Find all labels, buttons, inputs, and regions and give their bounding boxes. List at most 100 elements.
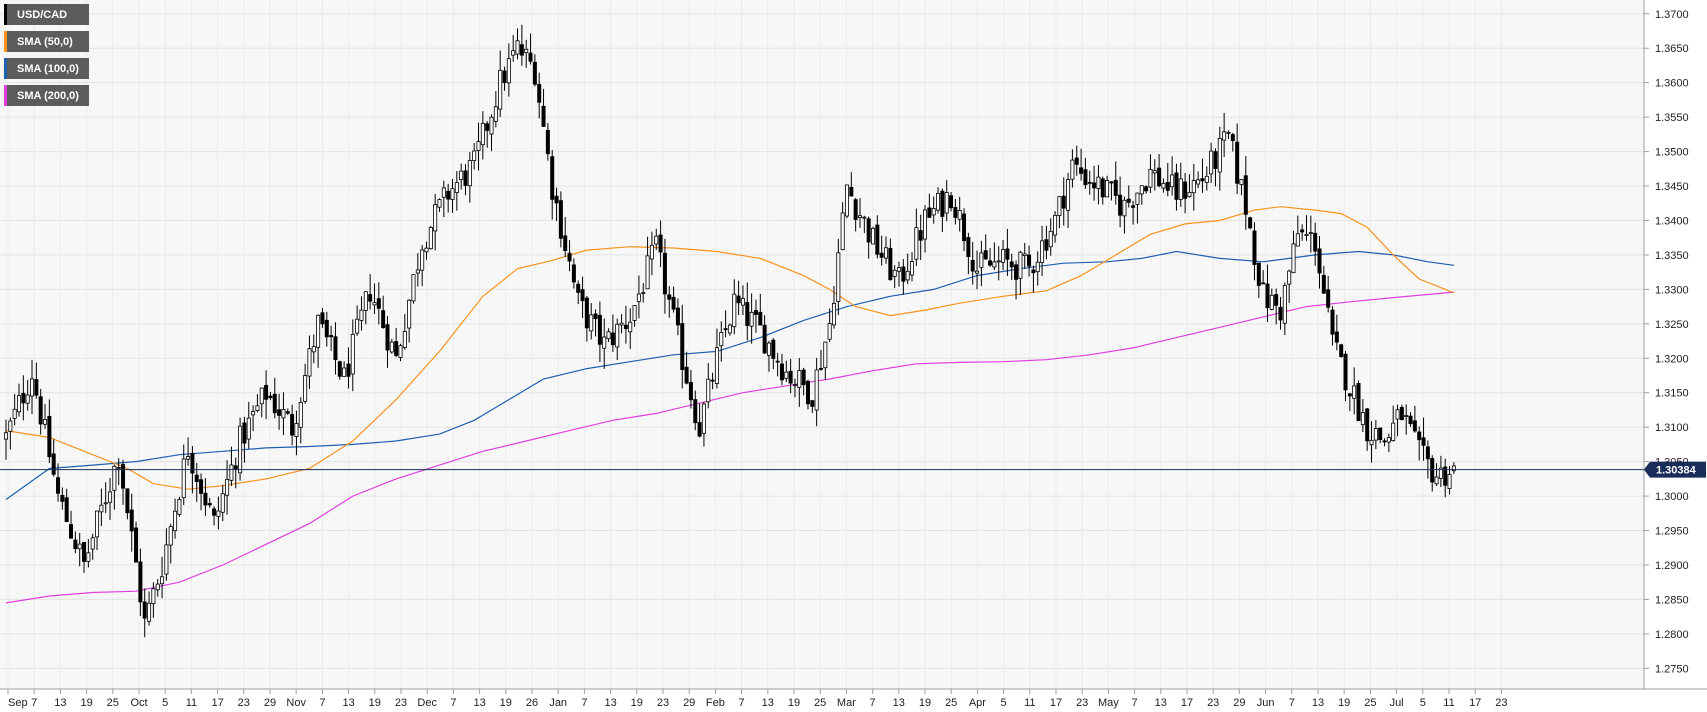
- candle-body: [532, 61, 537, 85]
- candle-body: [1157, 167, 1162, 187]
- candle-body: [238, 425, 243, 474]
- x-tick-label: 7: [319, 697, 325, 709]
- candle-body: [225, 479, 230, 496]
- candle-body: [897, 267, 902, 272]
- current-price-marker: 1.30384: [1644, 461, 1706, 478]
- candle-body: [871, 227, 876, 245]
- candle-body: [675, 307, 680, 326]
- candle-body: [1308, 232, 1313, 234]
- candle-body: [667, 294, 672, 300]
- x-tick-label: 23: [1076, 697, 1088, 709]
- candle-body: [394, 341, 399, 356]
- candle-body: [983, 250, 988, 260]
- candle-body: [411, 274, 416, 302]
- candle-body: [1243, 175, 1248, 215]
- candle-body: [363, 291, 368, 311]
- candle-body: [259, 387, 264, 405]
- candle-body: [866, 218, 871, 243]
- candle-body: [56, 477, 61, 494]
- y-tick-label: 1.3000: [1655, 491, 1689, 503]
- candle-body: [64, 497, 69, 522]
- candle-body: [554, 195, 559, 204]
- candle-body: [1222, 131, 1227, 141]
- candle-body: [1352, 385, 1357, 399]
- candle-body: [1373, 428, 1378, 441]
- x-tick-label: 23: [657, 697, 669, 709]
- candle-body: [251, 411, 256, 416]
- x-tick-label: 7: [739, 697, 745, 709]
- sma100-series: [5, 250, 1454, 500]
- candle-body: [77, 543, 82, 550]
- candle-body: [398, 345, 403, 358]
- x-tick-label: 25: [945, 697, 957, 709]
- candle-body: [1321, 274, 1326, 294]
- candle-body: [1126, 198, 1131, 203]
- candle-body: [563, 235, 568, 251]
- candle-body: [875, 224, 880, 255]
- candle-body: [82, 542, 87, 562]
- legend-swatch-sma100: [4, 58, 7, 79]
- candle-body: [428, 227, 433, 250]
- candle-body: [25, 394, 30, 404]
- legend-item-sma100[interactable]: SMA (100,0): [4, 58, 89, 79]
- x-tick-label: 19: [788, 697, 800, 709]
- candle-body: [1421, 437, 1426, 446]
- candle-body: [519, 44, 524, 56]
- candle-body: [1404, 415, 1409, 417]
- candle-body: [60, 494, 65, 502]
- x-tick-label: 13: [762, 697, 774, 709]
- candle-body: [1079, 167, 1084, 174]
- candle-body: [914, 227, 919, 260]
- sma100-line: [5, 250, 1454, 500]
- plot-background: [0, 0, 1644, 689]
- candle-body: [168, 526, 173, 546]
- current-price-tag: [1644, 461, 1706, 478]
- x-tick-label: 7: [581, 697, 587, 709]
- candle-body: [324, 319, 329, 338]
- candle-body: [69, 524, 74, 539]
- candle-body: [186, 456, 191, 460]
- candle-body: [498, 69, 503, 110]
- candle-body: [1161, 182, 1166, 189]
- y-tick-label: 1.2750: [1655, 663, 1689, 675]
- candle-body: [255, 405, 260, 411]
- candle-body: [415, 269, 420, 274]
- x-tick-label: 5: [1001, 697, 1007, 709]
- candle-body: [736, 295, 741, 304]
- candle-body: [177, 498, 182, 515]
- legend-item-sma200[interactable]: SMA (200,0): [4, 85, 89, 106]
- candle-body: [285, 411, 290, 414]
- legend-label-sma50: SMA (50,0): [17, 35, 73, 48]
- candle-body: [381, 310, 386, 328]
- candle-body: [329, 335, 334, 338]
- candle-body: [1347, 393, 1352, 397]
- candle-body: [1356, 383, 1361, 422]
- candle-body: [940, 190, 945, 217]
- candle-body: [1209, 150, 1214, 175]
- candle-body: [727, 324, 732, 334]
- legend-item-sma50[interactable]: SMA (50,0): [4, 31, 89, 52]
- x-tick-label: 13: [1155, 697, 1167, 709]
- candle-body: [108, 491, 113, 503]
- legend-item-usdcad[interactable]: USD/CAD: [4, 4, 89, 25]
- candle-body: [116, 467, 121, 469]
- x-tick-label: 7: [31, 697, 37, 709]
- candle-body: [103, 502, 108, 505]
- candle-body: [51, 453, 56, 475]
- candle-body: [888, 247, 893, 281]
- candle-body: [975, 270, 980, 274]
- candle-body: [1447, 474, 1452, 489]
- candle-body: [962, 213, 967, 242]
- candle-body: [524, 48, 529, 53]
- candle-body: [658, 234, 663, 253]
- grid: [0, 0, 1644, 689]
- x-tick-label: 29: [683, 697, 695, 709]
- candle-body: [298, 402, 303, 428]
- candle-body: [1282, 285, 1287, 324]
- candle-body: [134, 527, 139, 563]
- candle-body: [905, 270, 910, 281]
- candle-body: [307, 348, 312, 377]
- y-tick-label: 1.2950: [1655, 526, 1689, 538]
- candle-body: [272, 393, 277, 414]
